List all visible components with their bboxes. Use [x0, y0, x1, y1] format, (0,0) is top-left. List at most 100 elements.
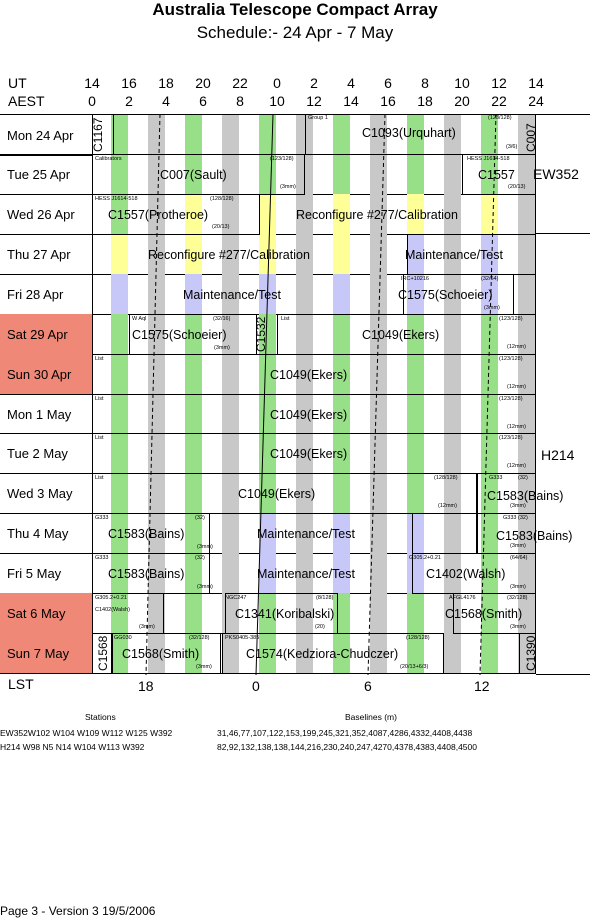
time-stripe — [110, 313, 129, 354]
config-column — [536, 114, 590, 675]
time-stripe — [295, 553, 314, 594]
time-stripe — [221, 114, 240, 154]
time-stripe — [221, 393, 240, 434]
project-name: C1049(Ekers) — [270, 447, 348, 462]
project-name: C007(Sault) — [160, 167, 227, 182]
day-label: Fri 28 Apr — [7, 286, 64, 302]
band-label: (3mm) — [484, 304, 500, 311]
time-stripe — [147, 114, 166, 154]
project-block — [221, 633, 444, 674]
lst-line — [367, 113, 386, 676]
project-name: C1583(Bains) — [108, 567, 185, 582]
day-label: Wed 3 May — [7, 486, 73, 502]
target-label: HESS J1614-518 — [467, 155, 510, 162]
target-label: List — [95, 475, 104, 482]
time-stripe — [221, 553, 240, 594]
day-label: Tue 25 Apr — [7, 166, 71, 182]
channel-label: (123/128) — [499, 395, 523, 402]
config-ew352: EW352 — [533, 166, 579, 182]
time-stripe — [184, 114, 203, 154]
time-stripe — [369, 553, 388, 594]
time-stripe — [443, 433, 462, 474]
h214-baselines: 82,92,132,138,138,144,216,230,240,247,42… — [217, 742, 477, 752]
day-label: Fri 5 May — [7, 566, 62, 582]
time-stripe — [369, 193, 388, 234]
band-label: (3mm) — [280, 183, 296, 190]
channel-label: (123/128) — [499, 435, 523, 442]
time-stripe — [517, 553, 536, 594]
page-subtitle: Schedule:- 24 Apr - 7 May — [196, 23, 394, 42]
time-stripe — [480, 114, 499, 154]
time-stripe — [110, 633, 129, 673]
channel-label: (32/16) — [213, 315, 231, 322]
time-stripe — [443, 593, 462, 634]
ut-tick: 8 — [421, 75, 429, 91]
maintenance-label: Maintenance/Test — [257, 527, 355, 542]
time-stripe — [184, 433, 203, 474]
ut-tick: 14 — [528, 75, 544, 91]
target-label: List — [95, 435, 104, 442]
time-stripe — [369, 473, 388, 514]
aest-tick: 8 — [236, 93, 244, 109]
time-stripe — [480, 553, 499, 594]
band-label: (3mm) — [510, 624, 526, 631]
time-stripe — [369, 433, 388, 474]
project-block — [304, 114, 536, 155]
time-stripe — [147, 273, 166, 314]
channel-label: (123/128) — [499, 315, 523, 322]
time-stripe — [184, 273, 203, 314]
time-stripe — [480, 433, 499, 474]
time-stripe — [184, 233, 203, 274]
time-stripe — [295, 193, 314, 234]
project-name: C1557 — [478, 167, 515, 182]
ut-tick: 12 — [491, 75, 507, 91]
time-stripe — [443, 193, 462, 234]
project-name: C1093(Urquhart) — [362, 126, 456, 140]
time-stripe — [147, 473, 166, 514]
project-name: C1575(Schoeier) — [398, 287, 493, 302]
project-block — [462, 153, 536, 195]
band-label: (20/13+6/3) — [400, 664, 429, 671]
time-stripe — [480, 593, 499, 634]
time-stripe — [295, 114, 314, 154]
time-stripe — [332, 513, 351, 554]
config-h214: H214 — [541, 447, 575, 463]
time-stripe — [480, 473, 499, 514]
time-stripe — [221, 473, 240, 514]
band-label: (3mm) — [197, 584, 213, 591]
time-stripe — [110, 393, 129, 434]
day-label: Thu 4 May — [7, 526, 69, 542]
band-label: (20/13) — [212, 223, 230, 230]
time-stripe — [443, 153, 462, 194]
time-stripe — [184, 473, 203, 514]
lst-line — [255, 113, 274, 676]
time-stripe — [295, 353, 314, 394]
time-stripe — [332, 353, 351, 394]
time-stripe — [406, 593, 425, 634]
band-label: (20) — [315, 624, 325, 631]
time-stripe — [406, 273, 425, 314]
time-stripe — [332, 553, 351, 594]
maintenance-label: Maintenance/Test — [257, 567, 355, 582]
ut-tick: 2 — [310, 75, 318, 91]
baselines-header: Baselines (m) — [345, 712, 397, 722]
time-stripe — [258, 393, 277, 434]
aest-tick: 16 — [380, 93, 396, 109]
aest-tick: 20 — [454, 93, 470, 109]
time-stripe — [480, 353, 499, 394]
band-label: (3mm) — [214, 344, 230, 351]
channel-label: (32/64) — [481, 275, 499, 282]
aest-tick: 4 — [162, 93, 170, 109]
ut-tick: 10 — [454, 75, 470, 91]
time-stripe — [258, 473, 277, 514]
time-stripe — [258, 233, 277, 274]
time-stripe — [406, 114, 425, 154]
band-label: (3mm) — [197, 544, 213, 551]
aest-tick: 0 — [88, 93, 96, 109]
aest-tick: 6 — [199, 93, 207, 109]
time-stripe — [295, 233, 314, 274]
project-name: C1583(Bains) — [487, 489, 564, 504]
time-stripe — [221, 353, 240, 394]
time-stripe — [258, 593, 277, 634]
day-cell: Sat 29 Apr — [0, 313, 92, 355]
